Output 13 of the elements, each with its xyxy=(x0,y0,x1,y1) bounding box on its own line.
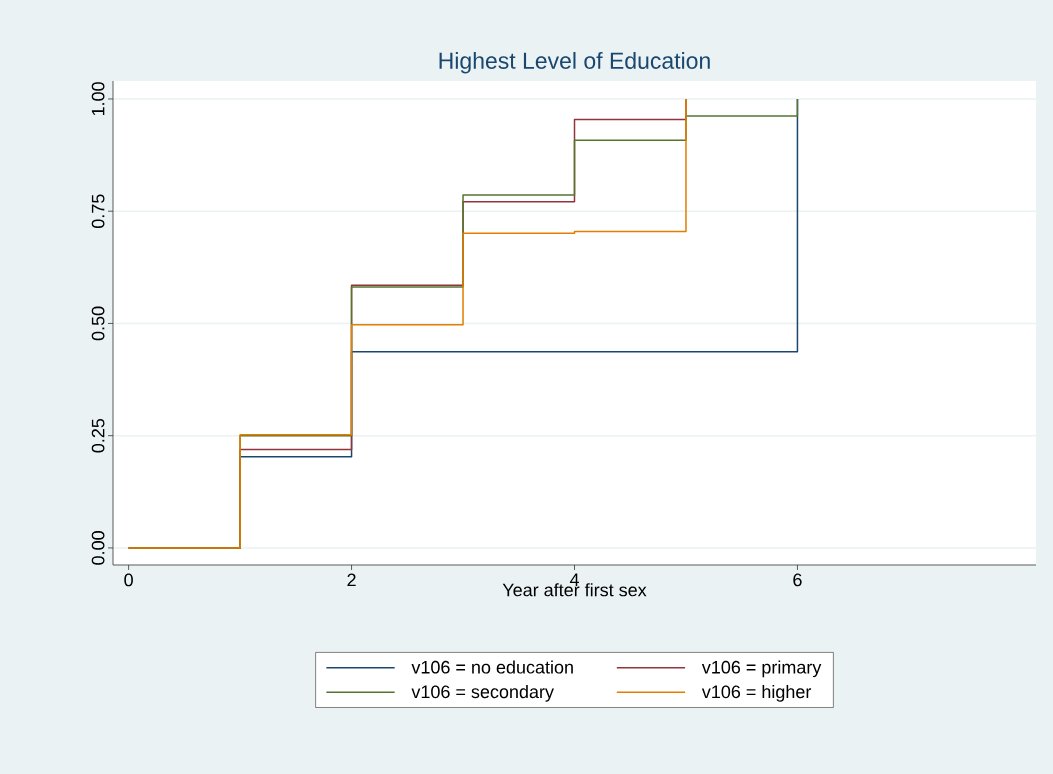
legend-label: v106 = secondary xyxy=(411,684,554,702)
chart-title: Highest Level of Education xyxy=(439,52,710,74)
y-tick-label: 0.25 xyxy=(91,418,105,453)
y-tick-label: 0.75 xyxy=(91,194,105,229)
legend-label: v106 = higher xyxy=(701,684,812,702)
y-tick-label: 0.50 xyxy=(91,306,105,341)
x-tick-label: 6 xyxy=(793,573,802,587)
y-tick-label: 1.00 xyxy=(91,82,105,116)
legend-label: v106 = no education xyxy=(411,660,573,674)
x-tick-label: 2 xyxy=(347,573,356,587)
x-tick-label: 0 xyxy=(124,573,133,587)
y-tick-label: 0.00 xyxy=(91,531,105,565)
legend-label: v106 = primary xyxy=(701,660,822,678)
